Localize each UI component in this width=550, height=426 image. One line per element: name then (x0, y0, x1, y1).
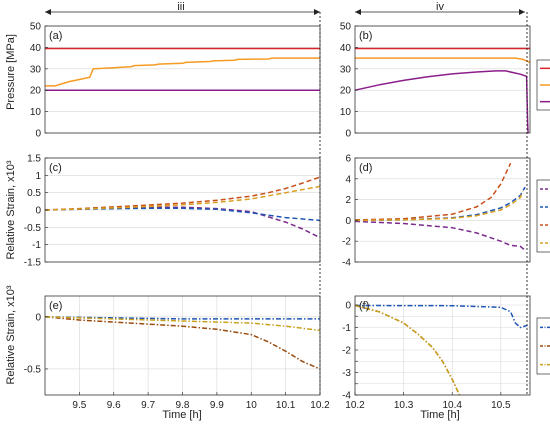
y-tick-label: 30 (340, 64, 352, 75)
region-markers: iii iv (45, 1, 525, 15)
plot-area (355, 26, 530, 133)
series-line-fi (45, 57, 320, 87)
y-tick-label: 1 (35, 171, 41, 182)
series-line-e2H (354, 304, 528, 329)
y-tick-label: -2 (342, 346, 351, 357)
series-line-e3A (354, 162, 512, 221)
y-tick-label: -0.5 (24, 364, 42, 375)
x-tick-label: 9.7 (141, 400, 155, 411)
y-tick-label: 6 (345, 154, 351, 165)
legend: e1Ae2Ae3Ae4A (536, 179, 550, 253)
y-tick-label: -1 (342, 323, 351, 334)
y-tick-label: 0.5 (27, 188, 41, 199)
y-tick-label: -4 (342, 391, 351, 402)
y-tick-label: 20 (340, 86, 352, 97)
region-iii-arrow-left-head (45, 9, 51, 15)
legend-box (536, 317, 550, 375)
x-tick-label: 9.8 (176, 400, 190, 411)
y-tick-label: -0.5 (24, 223, 42, 234)
y-tick-label: 1.5 (27, 154, 41, 165)
y-tick-label: 0 (345, 301, 351, 312)
x-tick-label: 10.1 (276, 400, 296, 411)
region-label-iv: iv (436, 1, 444, 13)
region-label-iii: iii (177, 1, 184, 13)
y-tick-label: 30 (30, 64, 42, 75)
plot-area (45, 26, 320, 133)
series-line-e4H (44, 316, 321, 332)
series-line-e3H (44, 316, 321, 370)
y-tick-label: 0 (35, 129, 41, 140)
y-tick-label: -1 (32, 240, 41, 251)
y-tick-label: 40 (30, 43, 42, 54)
plot-area (355, 296, 530, 395)
panel-label: (d) (359, 162, 372, 174)
series-line-fo (354, 70, 529, 134)
x-axis-label-right: Time [h] (420, 409, 459, 421)
y-tick-label: 2 (345, 195, 351, 206)
y-axis-label-strain-axial: Relative Strain, x10³ (5, 160, 17, 259)
region-iii-arrow-right-head (314, 9, 320, 15)
y-tick-label: 20 (30, 86, 42, 97)
x-tick-label: 10.2 (310, 400, 330, 411)
y-tick-label: 0 (345, 129, 351, 140)
series-line-e4A (44, 185, 321, 211)
panel-e: -0.5 0 9.5 9.6 9.7 9.8 9.9 10 10.1 10.2 (e) (24, 295, 330, 411)
x-tick-label: 10.2 (345, 400, 365, 411)
x-tick-label: 10.3 (394, 400, 414, 411)
panel-c: -1.5 -1 -0.5 0 0.5 1 1.5 (c) (24, 154, 321, 269)
plot-frame (354, 295, 531, 396)
panel-label: (e) (49, 300, 62, 312)
series-line-e3A (44, 176, 321, 211)
x-axis-label-left: Time [h] (162, 409, 201, 421)
panels: 01020304050(a)01020304050(b)Pcfifo-1.5-1… (24, 22, 550, 411)
y-tick-label: 0 (345, 216, 351, 227)
legend: Pcfifo (536, 59, 550, 111)
series-line-fi (355, 57, 531, 64)
x-tick-label: 9.5 (72, 400, 86, 411)
x-tick-label: 9.9 (210, 400, 224, 411)
x-tick-label: 9.6 (107, 400, 121, 411)
x-tick-label: 10 (246, 400, 258, 411)
plot-frame (354, 157, 531, 263)
legend: e2He3He4H (536, 317, 550, 375)
series-line-e4H (354, 304, 461, 396)
y-tick-label: 40 (340, 43, 352, 54)
plot-frame (44, 25, 321, 134)
y-tick-label: 10 (30, 107, 42, 118)
y-axis-label-strain-hoop: Relative Strain, x10³ (5, 285, 17, 384)
y-tick-label: 0 (35, 312, 41, 323)
region-iv-arrow-left-head (355, 9, 361, 15)
y-tick-label: 0 (35, 206, 41, 217)
y-tick-label: -1.5 (24, 258, 42, 269)
plot-frame (354, 25, 531, 134)
plot-area (355, 158, 530, 262)
y-tick-label: -3 (342, 368, 351, 379)
y-tick-label: 10 (340, 107, 352, 118)
x-tick-label: 10.5 (491, 400, 511, 411)
y-tick-label: 50 (340, 22, 352, 33)
x-tick-label: 10.4 (442, 400, 462, 411)
panel-label: (a) (49, 30, 62, 42)
region-iv-arrow-right-head (519, 9, 525, 15)
panel-label: (f) (359, 300, 369, 312)
series-line-e4A (354, 191, 524, 222)
panel-f: -4 -3 -2 -1 0 10.2 10.3 10.4 10.5 (f) e2He3He4H (342, 295, 550, 411)
panel-label: (b) (359, 30, 372, 42)
y-axis-label-pressure: Pressure [MPa] (5, 34, 17, 110)
legend-box (536, 179, 550, 253)
panel-a: 0 10 20 30 40 50 (a) (30, 22, 321, 140)
y-tick-label: -4 (342, 258, 351, 269)
y-tick-label: 50 (30, 22, 42, 33)
y-tick-label: -2 (342, 237, 351, 248)
series-line-e1A (354, 220, 525, 251)
panel-b: 0 10 20 30 40 50 (b) Pcfifo (340, 22, 550, 140)
panel-d: -4 -2 0 2 4 6 (d) e1Ae2Ae3Ae4A (342, 154, 550, 269)
panel-label: (c) (49, 162, 62, 174)
y-tick-label: 4 (345, 174, 351, 185)
